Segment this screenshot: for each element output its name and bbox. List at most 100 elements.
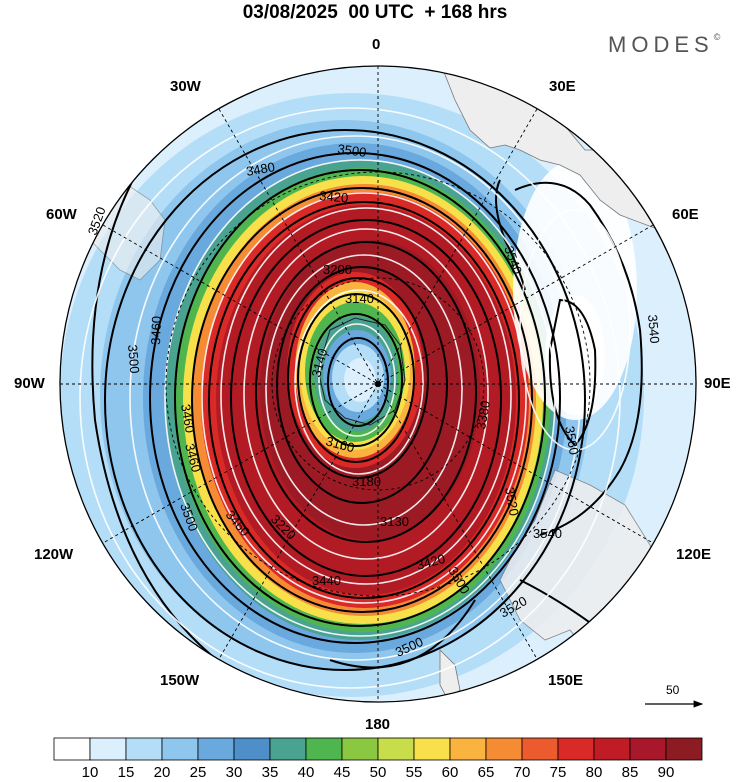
longitude-label-0: 0 [372, 36, 381, 53]
colorbar-swatch [269, 737, 307, 761]
colorbar-swatch [197, 737, 235, 761]
longitude-label-150e: 150E [548, 672, 584, 689]
south-pole-dot [375, 381, 381, 387]
longitude-label-90e: 90E [704, 375, 731, 392]
brand-logo: MODES© [608, 32, 720, 58]
streamline-3 [164, 159, 556, 637]
streamline-9 [318, 323, 396, 437]
colorbar [53, 737, 703, 761]
longitude-label-60e: 60E [672, 206, 699, 223]
colorbar-tick-label: 45 [333, 764, 351, 781]
colorbar-tick-label: 55 [405, 764, 423, 781]
colorbar-swatch [521, 737, 559, 761]
colorbar-tick-label: 40 [297, 764, 315, 781]
calm-region-east [513, 160, 637, 420]
contour-label: 3420 [319, 188, 349, 205]
streamline-10 [519, 209, 631, 451]
colorbar-swatch [665, 737, 703, 761]
longitude-label-180: 180 [365, 716, 391, 733]
contour-label: 3140 [345, 291, 374, 306]
contour-3440 [191, 187, 533, 613]
contour-3560 [548, 298, 597, 447]
contour-3140 [327, 337, 389, 427]
contour-label: 3460 [182, 442, 204, 474]
streamline-8 [294, 289, 424, 475]
brand-mark: © [713, 32, 721, 42]
streamline-5 [220, 207, 512, 585]
contour-3200 [287, 277, 429, 479]
colorbar-tick-label: 80 [585, 764, 603, 781]
contour-3420 [208, 201, 520, 599]
longitude-label-120e: 120E [676, 546, 712, 563]
map-frame [59, 65, 697, 703]
contour-label: 3560 [562, 425, 582, 456]
colorbar-swatch [485, 737, 523, 761]
colorbar-swatch [629, 737, 667, 761]
contour-label: 3160 [324, 433, 356, 455]
contour-label: 3500 [337, 141, 368, 160]
colorbar-swatch [125, 737, 163, 761]
colorbar-swatch [557, 737, 595, 761]
contour-3220 [276, 266, 448, 504]
contour-3160 [309, 313, 403, 447]
colorbar-tick-label: 85 [621, 764, 639, 781]
longitude-label-90w: 90W [14, 375, 45, 392]
contour-label: 3460 [148, 316, 164, 345]
colorbar-tick-label: 65 [477, 764, 495, 781]
colorbar-swatch [233, 737, 271, 761]
streamline-4 [201, 192, 527, 604]
contour-3500-outer [104, 129, 586, 671]
contour-label: 3520 [502, 486, 522, 517]
longitude-label-30w: 30W [170, 78, 201, 95]
colorbar-tick-label: 50 [369, 764, 387, 781]
colorbar-swatch [593, 737, 631, 761]
contour-label: 3540 [645, 314, 662, 344]
contour-label: 3200 [323, 262, 352, 277]
contour-label: 3440 [312, 573, 341, 588]
colorbar-swatch [341, 737, 379, 761]
streamline-2 [129, 135, 581, 661]
colorbar-tick-label: 30 [225, 764, 243, 781]
map-title: 03/08/2025 00 UTC + 168 hrs [242, 2, 508, 23]
longitude-label-30e: 30E [549, 78, 576, 95]
contour-label: 3380 [473, 399, 493, 430]
meridian-30 [218, 108, 538, 660]
contour-label: 3420 [415, 551, 447, 573]
colorbar-swatch [89, 737, 127, 761]
colorbar-swatch [449, 737, 487, 761]
colorbar-tick-label: 35 [261, 764, 279, 781]
contour-3480 [149, 152, 561, 644]
colorbar-swatch [53, 737, 91, 761]
contour-label: 3540 [533, 526, 562, 541]
contour-label: 3130 [380, 514, 409, 529]
wind-inner-pale [344, 358, 376, 402]
colorbar-tick-label: 75 [549, 764, 567, 781]
colorbar-swatch [377, 737, 415, 761]
contour-label: 3140 [308, 347, 330, 379]
colorbar-tick-label: 10 [81, 764, 99, 781]
streamline-7 [265, 254, 463, 526]
meridian-120 [102, 224, 654, 544]
brand-name: MODES [608, 32, 714, 57]
colorbar-swatch [161, 737, 199, 761]
reference-vector-label: 50 [666, 683, 680, 697]
colorbar-tick-label: 90 [657, 764, 675, 781]
contour-label: 3180 [352, 474, 381, 489]
contour-3300 [255, 241, 477, 543]
contour-3460 [174, 169, 546, 627]
longitude-label-120w: 120W [34, 546, 74, 563]
colorbar-tick-label: 70 [513, 764, 531, 781]
contour-label: 3500 [125, 344, 142, 374]
colorbar-swatch [305, 737, 343, 761]
colorbar-tick-label: 15 [117, 764, 135, 781]
contour-label: 3480 [245, 159, 276, 179]
contour-3380 [230, 219, 502, 577]
contour-3180 [297, 293, 415, 463]
streamline-6 [243, 228, 489, 560]
contour-3540-east [514, 181, 643, 536]
colorbar-swatch [413, 737, 451, 761]
longitude-label-60w: 60W [46, 206, 77, 223]
colorbar-tick-label: 20 [153, 764, 171, 781]
colorbar-tick-label: 60 [441, 764, 459, 781]
